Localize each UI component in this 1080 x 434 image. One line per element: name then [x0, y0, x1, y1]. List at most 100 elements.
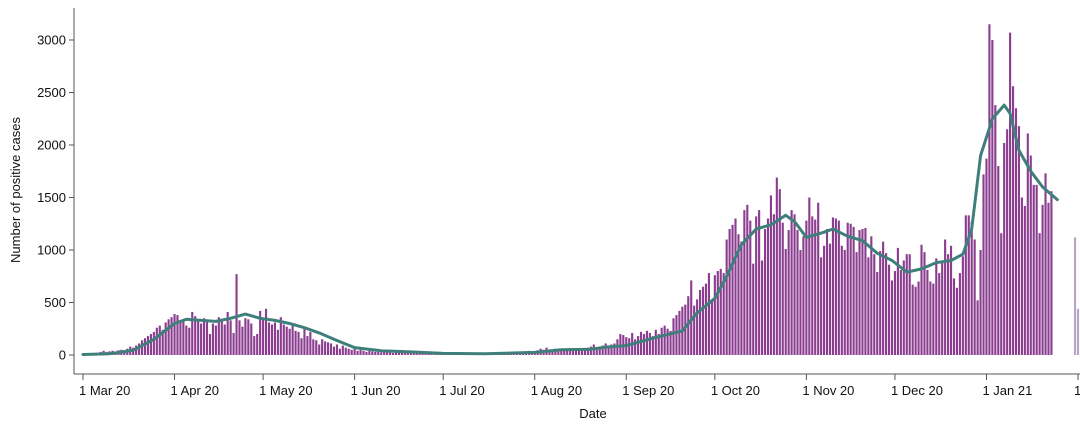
daily-bar: [309, 331, 312, 355]
daily-bar: [262, 318, 265, 355]
daily-bar: [589, 346, 592, 355]
daily-bar: [849, 223, 852, 355]
daily-bar: [935, 258, 938, 355]
x-tick-label: 1 Dec 20: [891, 383, 943, 398]
daily-bar: [321, 339, 324, 355]
daily-bar: [241, 326, 244, 355]
daily-bar: [982, 174, 985, 355]
daily-bar: [645, 330, 648, 355]
daily-bar: [214, 325, 217, 355]
daily-bar: [595, 348, 598, 355]
daily-bar: [306, 336, 309, 355]
daily-bar: [926, 269, 929, 355]
daily-bar: [713, 275, 716, 355]
daily-bar: [155, 327, 158, 355]
daily-bar: [752, 263, 755, 355]
daily-bar: [421, 353, 424, 355]
daily-bar: [256, 334, 259, 355]
daily-bar: [406, 352, 409, 355]
daily-bar: [1020, 197, 1023, 355]
y-tick-label: 2000: [37, 138, 66, 153]
daily-bar: [991, 40, 994, 355]
daily-bar: [229, 320, 232, 355]
daily-bar: [696, 299, 699, 355]
daily-bar: [882, 241, 885, 355]
daily-bar: [288, 328, 291, 355]
daily-bar: [938, 273, 941, 355]
daily-bar: [651, 336, 654, 355]
daily-bar: [577, 349, 581, 355]
daily-bar: [855, 252, 858, 355]
daily-bar: [778, 189, 781, 355]
daily-bar: [359, 349, 362, 355]
daily-bar: [619, 334, 622, 355]
daily-bar: [654, 329, 657, 355]
daily-bar: [303, 328, 306, 355]
daily-bar: [784, 248, 787, 355]
daily-bar: [329, 343, 333, 355]
daily-bar: [846, 222, 849, 355]
daily-bar: [955, 287, 959, 355]
daily-bar: [961, 256, 964, 355]
daily-bar: [566, 350, 569, 355]
daily-bar: [324, 341, 327, 355]
daily-bar: [852, 226, 855, 355]
daily-bar: [335, 344, 338, 355]
daily-bar: [796, 230, 799, 355]
daily-bar: [734, 218, 737, 355]
daily-bar: [831, 217, 835, 355]
daily-bar: [551, 349, 554, 355]
y-tick-label: 500: [44, 295, 66, 310]
daily-bar: [669, 330, 672, 355]
daily-bar: [843, 250, 846, 355]
daily-bar: [223, 324, 226, 355]
daily-bar: [834, 218, 837, 355]
daily-bar: [220, 319, 223, 355]
daily-bar: [563, 349, 566, 355]
daily-bar: [693, 305, 696, 355]
daily-bar: [403, 352, 406, 356]
daily-bar: [763, 229, 767, 355]
daily-bar: [781, 222, 784, 355]
daily-bar: [873, 254, 876, 355]
daily-bar: [1035, 184, 1038, 355]
daily-bar: [279, 317, 282, 355]
x-axis: 1 Mar 20 1 Apr 20 1 May 20 1 Jun 20 1 Jul 20…: [79, 374, 1080, 398]
daily-bar: [1014, 108, 1018, 355]
daily-bar: [179, 320, 182, 355]
daily-bar: [167, 319, 170, 355]
daily-bar: [327, 342, 330, 355]
daily-bar: [811, 216, 814, 355]
daily-bar: [140, 340, 144, 355]
daily-bar: [887, 264, 891, 355]
daily-bar: [885, 253, 888, 355]
daily-bar: [923, 252, 926, 355]
daily-bar: [949, 245, 953, 355]
x-tick-label: 1 Jun 20: [351, 383, 401, 398]
y-axis-title: Number of positive cases: [8, 117, 23, 263]
daily-bar: [932, 283, 935, 355]
daily-bar: [964, 215, 967, 355]
daily-bar: [238, 320, 241, 355]
daily-bar: [628, 338, 631, 355]
x-tick-label: 1 Sep 20: [622, 383, 674, 398]
daily-bar: [823, 245, 826, 355]
daily-bar: [722, 273, 725, 355]
daily-bar: [1029, 155, 1032, 355]
daily-bar: [731, 224, 734, 355]
daily-bar: [902, 260, 905, 355]
daily-bar: [270, 324, 274, 355]
daily-bar: [391, 352, 395, 355]
daily-bar: [728, 229, 731, 355]
daily-bar: [657, 334, 660, 355]
daily-bar: [146, 336, 150, 355]
daily-bar: [958, 273, 961, 355]
daily-bar: [138, 343, 141, 355]
daily-bar: [371, 351, 374, 355]
x-axis-title: Date: [579, 406, 606, 421]
daily-bar: [710, 300, 713, 355]
daily-bar: [775, 177, 778, 355]
daily-bar: [914, 286, 917, 355]
x-tick-label: 1 Aug 20: [531, 383, 582, 398]
